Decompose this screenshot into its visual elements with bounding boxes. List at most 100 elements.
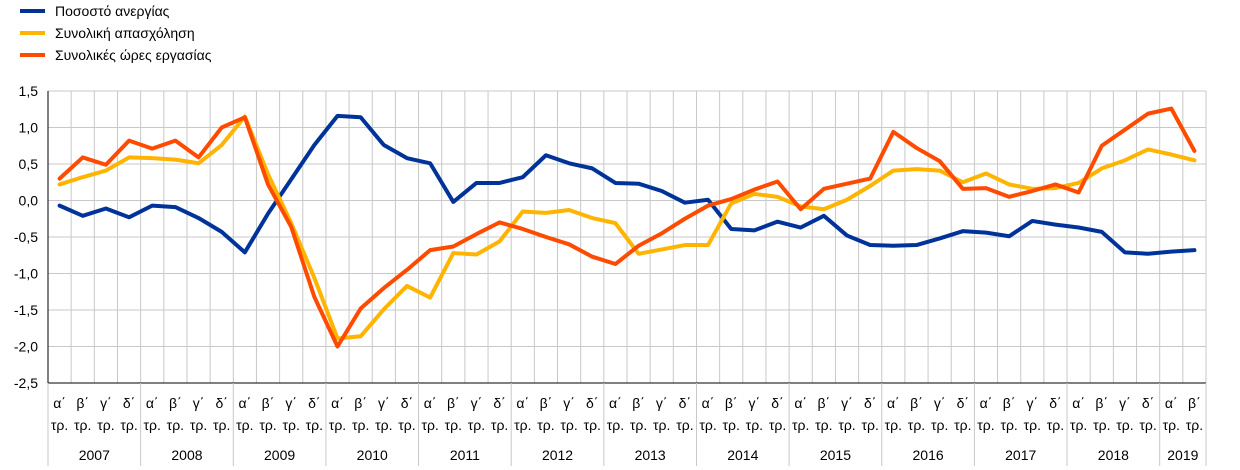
x-tick-period: τρ. xyxy=(746,417,763,433)
x-tick-quarter: γ΄ xyxy=(100,395,112,411)
x-tick-quarter: γ΄ xyxy=(471,395,483,411)
x-tick-quarter: δ΄ xyxy=(771,395,783,411)
x-tick-quarter: δ΄ xyxy=(586,395,598,411)
x-tick-year: 2011 xyxy=(450,447,480,463)
x-tick-quarter: γ΄ xyxy=(1119,395,1131,411)
x-tick-period: τρ. xyxy=(74,417,91,433)
x-tick-quarter: α΄ xyxy=(1072,395,1085,411)
x-tick-year: 2015 xyxy=(820,447,851,463)
x-tick-quarter: β΄ xyxy=(1188,395,1201,411)
x-tick-period: τρ. xyxy=(1024,417,1041,433)
x-tick-year: 2016 xyxy=(913,447,944,463)
x-tick-year: 2009 xyxy=(264,447,295,463)
x-tick-period: τρ. xyxy=(190,417,207,433)
x-tick-period: τρ. xyxy=(815,417,832,433)
x-tick-quarter: α΄ xyxy=(516,395,529,411)
x-tick-period: τρ. xyxy=(723,417,740,433)
y-tick-label: 0,5 xyxy=(19,156,39,172)
x-tick-period: τρ. xyxy=(676,417,693,433)
x-tick-period: τρ. xyxy=(491,417,508,433)
x-tick-period: τρ. xyxy=(560,417,577,433)
x-tick-quarter: α΄ xyxy=(702,395,715,411)
x-tick-quarter: γ΄ xyxy=(1026,395,1038,411)
x-tick-period: τρ. xyxy=(653,417,670,433)
x-tick-quarter: α΄ xyxy=(424,395,437,411)
y-axis: 1,5 1,0 0,5 0,0 -0,5 -1,0 -1,5 -2,0 -2,5 xyxy=(14,83,38,391)
y-tick-label: 0,0 xyxy=(19,193,39,209)
x-tick-quarter: γ΄ xyxy=(841,395,853,411)
x-tick-period: τρ. xyxy=(1186,417,1203,433)
x-tick-quarter: α΄ xyxy=(609,395,622,411)
x-tick-period: τρ. xyxy=(537,417,554,433)
x-tick-period: τρ. xyxy=(97,417,114,433)
x-tick-period: τρ. xyxy=(838,417,855,433)
y-tick-label: 1,0 xyxy=(19,120,39,136)
x-tick-quarter: δ΄ xyxy=(864,395,876,411)
x-tick-period: τρ. xyxy=(1116,417,1133,433)
x-tick-quarter: β΄ xyxy=(818,395,831,411)
x-tick-period: τρ. xyxy=(468,417,485,433)
x-tick-period: τρ. xyxy=(885,417,902,433)
x-tick-quarter: δ΄ xyxy=(957,395,969,411)
x-tick-period: τρ. xyxy=(398,417,415,433)
x-tick-period: τρ. xyxy=(1000,417,1017,433)
x-tick-quarter: γ΄ xyxy=(285,395,297,411)
x-tick-quarter: α΄ xyxy=(146,395,159,411)
x-tick-period: τρ. xyxy=(282,417,299,433)
x-tick-quarter: δ΄ xyxy=(493,395,505,411)
x-tick-quarter: β΄ xyxy=(725,395,738,411)
x-tick-period: τρ. xyxy=(51,417,68,433)
x-tick-period: τρ. xyxy=(630,417,647,433)
legend: Ποσοστό ανεργίας Συνολική απασχόληση Συνολ… xyxy=(20,3,212,63)
x-tick-year: 2014 xyxy=(727,447,758,463)
x-tick-period: τρ. xyxy=(861,417,878,433)
y-tick-label: -2,5 xyxy=(14,375,38,391)
x-tick-period: τρ. xyxy=(792,417,809,433)
x-tick-quarter: γ΄ xyxy=(378,395,390,411)
x-tick-period: τρ. xyxy=(259,417,276,433)
x-tick-period: τρ. xyxy=(120,417,137,433)
x-tick-period: τρ. xyxy=(584,417,601,433)
x-tick-quarter: γ΄ xyxy=(193,395,205,411)
x-tick-year: 2013 xyxy=(635,447,666,463)
x-tick-period: τρ. xyxy=(769,417,786,433)
x-tick-period: τρ. xyxy=(144,417,161,433)
legend-label: Συνολική απασχόληση xyxy=(55,25,195,41)
series-line-3 xyxy=(57,106,1197,349)
x-tick-quarter: β΄ xyxy=(169,395,182,411)
x-tick-quarter: α΄ xyxy=(53,395,66,411)
x-tick-period: τρ. xyxy=(699,417,716,433)
x-tick-year: 2008 xyxy=(171,447,202,463)
legend-label: Ποσοστό ανεργίας xyxy=(55,3,170,19)
x-tick-year: 2019 xyxy=(1167,447,1198,463)
x-tick-period: τρ. xyxy=(421,417,438,433)
x-tick-quarter: β΄ xyxy=(1095,395,1108,411)
x-tick-period: τρ. xyxy=(236,417,253,433)
x-tick-period: τρ. xyxy=(329,417,346,433)
x-tick-quarter: β΄ xyxy=(262,395,275,411)
series-lines xyxy=(57,106,1197,349)
x-tick-quarter: α΄ xyxy=(794,395,807,411)
x-tick-quarter: β΄ xyxy=(632,395,645,411)
legend-item: Συνολικές ώρες εργασίας xyxy=(20,47,212,63)
legend-item: Ποσοστό ανεργίας xyxy=(20,3,170,19)
x-tick-quarter: α΄ xyxy=(238,395,251,411)
x-tick-quarter: γ΄ xyxy=(656,395,668,411)
x-tick-quarter: β΄ xyxy=(540,395,553,411)
x-tick-quarter: δ΄ xyxy=(123,395,135,411)
x-tick-year: 2010 xyxy=(357,447,388,463)
x-tick-quarter: δ΄ xyxy=(1049,395,1061,411)
x-tick-quarter: γ΄ xyxy=(749,395,761,411)
legend-label: Συνολικές ώρες εργασίας xyxy=(55,47,212,63)
x-tick-period: τρ. xyxy=(213,417,230,433)
x-tick-quarter: α΄ xyxy=(887,395,900,411)
x-tick-quarter: γ΄ xyxy=(934,395,946,411)
x-tick-period: τρ. xyxy=(306,417,323,433)
x-tick-quarter: β΄ xyxy=(447,395,460,411)
y-tick-label: -1,5 xyxy=(14,302,38,318)
x-tick-period: τρ. xyxy=(908,417,925,433)
x-axis: α΄ τρ. β΄ τρ. γ΄ τρ. δ΄ τρ. 2007 α΄ τρ. β΄ τρ. γ΄ τρ. δ… xyxy=(47,91,1207,466)
x-tick-quarter: β΄ xyxy=(1003,395,1016,411)
x-tick-period: τρ. xyxy=(607,417,624,433)
x-tick-year: 2017 xyxy=(1005,447,1036,463)
